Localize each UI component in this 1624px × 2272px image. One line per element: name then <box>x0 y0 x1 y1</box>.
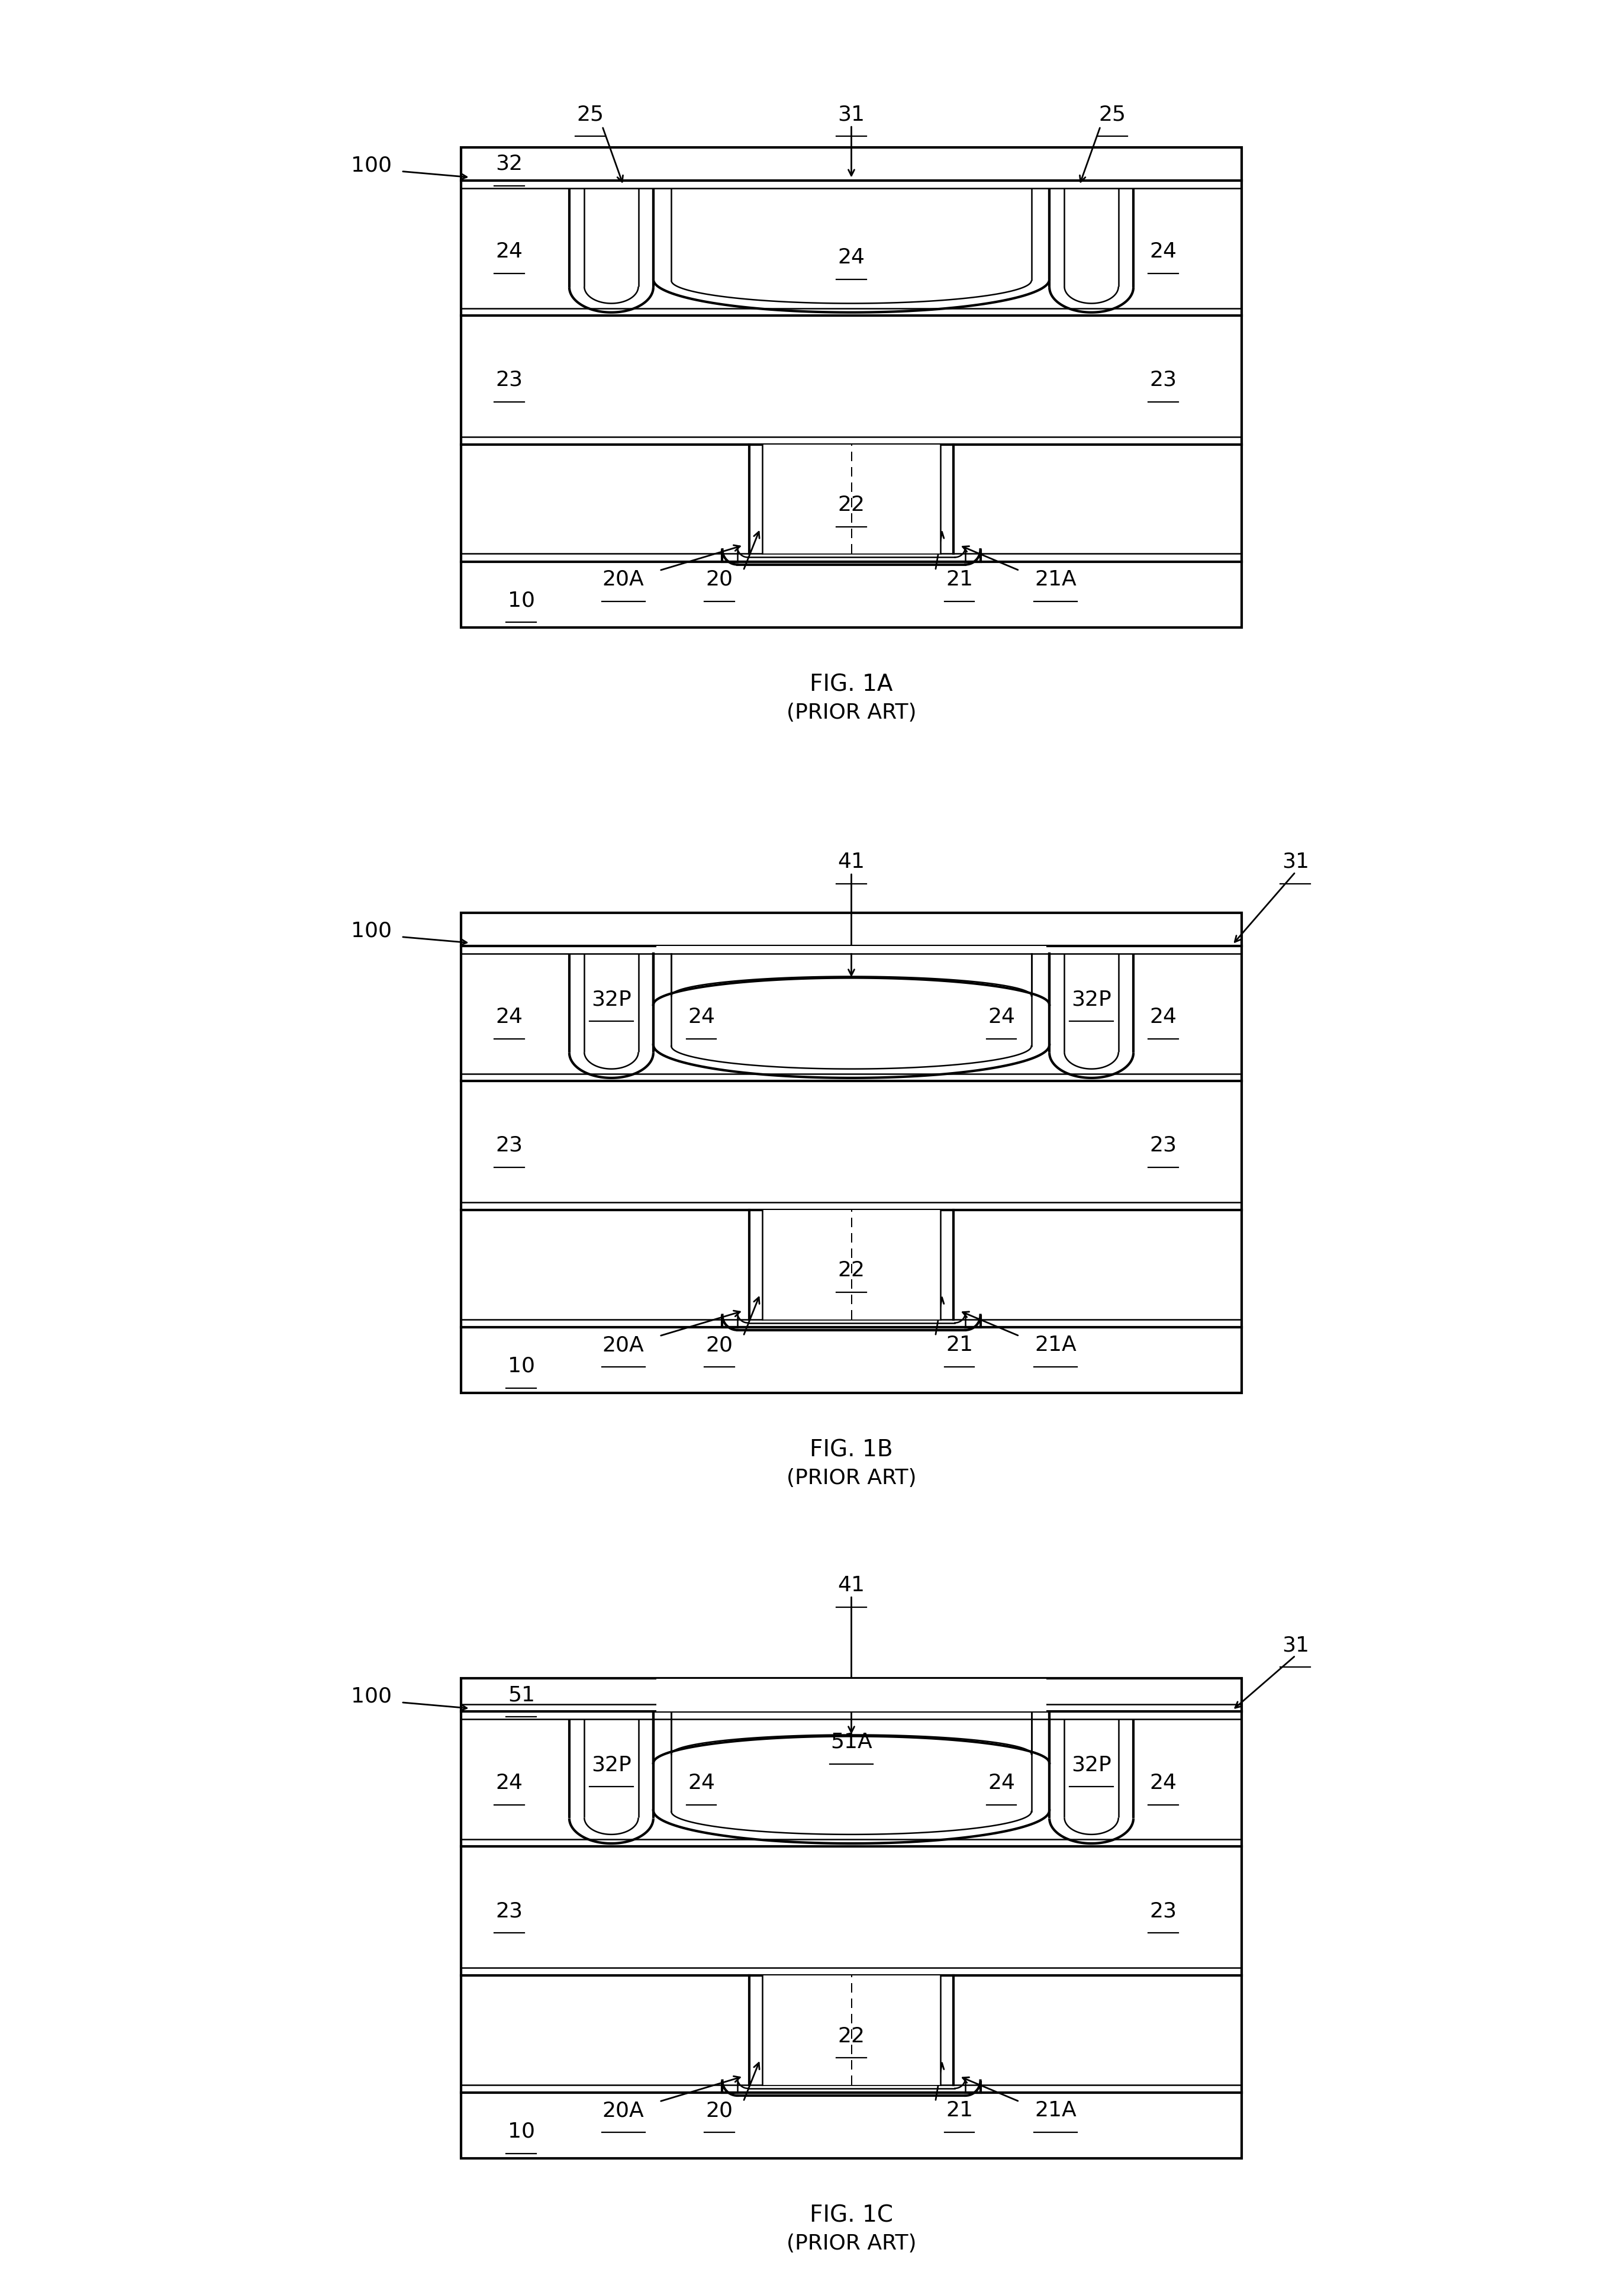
Bar <box>656 1679 1046 1711</box>
Text: 32: 32 <box>495 154 523 175</box>
Text: 24: 24 <box>838 248 866 268</box>
Text: 51A: 51A <box>830 1731 872 1752</box>
Text: 22: 22 <box>838 2027 866 2047</box>
Text: (PRIOR ART): (PRIOR ART) <box>786 702 916 722</box>
Text: 51: 51 <box>508 1686 534 1704</box>
Text: 31: 31 <box>1281 1636 1309 1656</box>
Text: 25: 25 <box>577 105 604 125</box>
Text: 24: 24 <box>687 1006 715 1027</box>
Text: 20: 20 <box>706 2102 732 2120</box>
Text: 23: 23 <box>495 1902 523 1922</box>
Text: 23: 23 <box>1150 370 1177 391</box>
Text: 25: 25 <box>1099 105 1125 125</box>
Text: 31: 31 <box>838 105 866 125</box>
Text: 20A: 20A <box>603 570 645 588</box>
Text: 20A: 20A <box>603 1336 645 1354</box>
Text: 32P: 32P <box>1072 1754 1111 1774</box>
Text: 24: 24 <box>687 1772 715 1793</box>
Text: 10: 10 <box>508 1356 534 1377</box>
Text: FIG. 1B: FIG. 1B <box>810 1438 893 1461</box>
Text: (PRIOR ART): (PRIOR ART) <box>786 1468 916 1488</box>
Text: 41: 41 <box>838 1574 866 1595</box>
Text: 21A: 21A <box>1034 570 1077 588</box>
Bar <box>461 1679 1241 2158</box>
Text: 32P: 32P <box>1072 988 1111 1009</box>
Text: 10: 10 <box>508 591 534 611</box>
Bar <box>763 445 940 554</box>
Text: 22: 22 <box>838 495 866 516</box>
Bar <box>763 1977 940 2086</box>
Text: 32P: 32P <box>591 1754 632 1774</box>
Bar <box>763 1211 940 1320</box>
Text: 20A: 20A <box>603 2102 645 2120</box>
Text: 10: 10 <box>508 2122 534 2142</box>
Text: 23: 23 <box>1150 1136 1177 1156</box>
Text: 41: 41 <box>838 852 866 872</box>
Text: 21: 21 <box>945 1336 973 1354</box>
Text: 22: 22 <box>838 1261 866 1281</box>
Text: 24: 24 <box>495 241 523 261</box>
Text: 21: 21 <box>945 2102 973 2120</box>
Text: 24: 24 <box>1150 1006 1177 1027</box>
Text: 24: 24 <box>1150 1772 1177 1793</box>
Text: FIG. 1C: FIG. 1C <box>810 2204 893 2227</box>
Text: 31: 31 <box>1281 852 1309 872</box>
Text: (PRIOR ART): (PRIOR ART) <box>786 2233 916 2254</box>
Bar <box>461 148 1241 627</box>
Text: 24: 24 <box>987 1772 1015 1793</box>
Text: 24: 24 <box>495 1006 523 1027</box>
Text: 32P: 32P <box>591 988 632 1009</box>
Text: 24: 24 <box>1150 241 1177 261</box>
Text: 23: 23 <box>495 370 523 391</box>
Text: 24: 24 <box>495 1772 523 1793</box>
Bar <box>461 913 1241 1393</box>
Text: 20: 20 <box>706 1336 732 1354</box>
Text: 21A: 21A <box>1034 1336 1077 1354</box>
Bar <box>656 945 1046 952</box>
Text: 23: 23 <box>495 1136 523 1156</box>
Text: 23: 23 <box>1150 1902 1177 1922</box>
Text: FIG. 1A: FIG. 1A <box>810 673 893 695</box>
Text: 100: 100 <box>351 1686 391 1706</box>
Text: 100: 100 <box>351 154 391 175</box>
Text: 100: 100 <box>351 920 391 941</box>
Text: 21A: 21A <box>1034 2102 1077 2120</box>
Text: 20: 20 <box>706 570 732 588</box>
Text: 24: 24 <box>987 1006 1015 1027</box>
Text: 21: 21 <box>945 570 973 588</box>
